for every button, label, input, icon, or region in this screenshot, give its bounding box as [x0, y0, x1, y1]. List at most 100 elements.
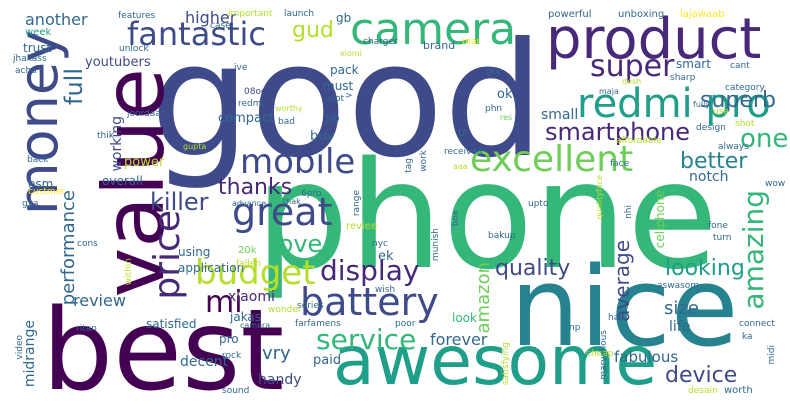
- word: powerful: [548, 9, 592, 20]
- word: osm: [28, 177, 54, 191]
- word: super: [590, 49, 675, 84]
- word: charger: [363, 37, 398, 47]
- word: unlock: [119, 44, 149, 54]
- word: poor: [395, 319, 416, 329]
- word: bad: [278, 117, 295, 127]
- word: range: [352, 190, 362, 217]
- word: 08oct: [244, 87, 270, 97]
- word: sound: [222, 386, 250, 396]
- word: ka: [742, 332, 753, 342]
- word: affordable: [616, 136, 662, 146]
- word: fabulous: [614, 348, 679, 366]
- word: 20k: [238, 245, 257, 256]
- word: mi: [205, 285, 243, 320]
- word: compact: [218, 111, 275, 126]
- word: must: [323, 79, 354, 93]
- word: rock: [222, 351, 242, 361]
- word: camera: [240, 321, 271, 330]
- word: love: [272, 230, 323, 258]
- word: battery: [300, 280, 439, 324]
- word: worthy: [275, 104, 303, 113]
- word: np: [569, 323, 581, 333]
- word: xiomi: [340, 49, 362, 58]
- word: size: [664, 298, 699, 319]
- word: munish: [431, 228, 441, 262]
- word: buy: [310, 129, 335, 144]
- word: quality: [495, 256, 571, 281]
- word: alot: [327, 94, 345, 104]
- word: thak: [283, 197, 301, 206]
- word: design: [696, 123, 726, 133]
- word: farfamens: [295, 319, 341, 329]
- word: review: [73, 291, 126, 310]
- word: camera: [350, 4, 517, 55]
- word: look: [452, 311, 477, 325]
- word: fully: [693, 100, 711, 109]
- word: phn: [485, 104, 503, 114]
- word: face: [610, 159, 630, 169]
- word: excellent: [470, 139, 634, 180]
- word: acha: [15, 66, 37, 76]
- word: thanks: [218, 175, 293, 200]
- word: looking: [665, 256, 745, 281]
- word: video: [15, 335, 25, 360]
- word: pro: [219, 332, 239, 346]
- word: performance: [58, 190, 79, 306]
- word: jakas: [230, 310, 262, 324]
- word: ritan: [76, 324, 97, 334]
- word: working: [109, 116, 125, 172]
- word: ok: [497, 87, 513, 102]
- word: use: [713, 107, 729, 117]
- word: gya: [22, 199, 39, 209]
- word: trust: [23, 41, 52, 55]
- word: important: [228, 9, 273, 19]
- word: full: [60, 68, 88, 105]
- word: youtubers: [85, 55, 151, 70]
- word: advance: [232, 199, 267, 208]
- word: aswasom: [657, 281, 700, 291]
- word: service: [316, 323, 417, 356]
- word: thik: [97, 131, 114, 141]
- word: ek: [378, 249, 394, 264]
- word: killer: [150, 188, 209, 216]
- word: box: [451, 210, 461, 227]
- word: redmi: [238, 99, 265, 109]
- word: series: [297, 301, 324, 311]
- word: fallen: [236, 259, 261, 269]
- word: budget: [195, 253, 316, 293]
- word: great: [232, 190, 333, 234]
- word: category: [725, 83, 765, 93]
- word: notch: [689, 169, 729, 185]
- word: jhakass: [13, 54, 47, 64]
- word: nice: [510, 243, 739, 371]
- word: redmi pro: [577, 81, 771, 127]
- word: brand: [423, 39, 456, 52]
- word: within: [124, 258, 134, 286]
- word: xiaomi: [228, 289, 275, 305]
- word: application: [178, 261, 245, 275]
- word: back: [27, 155, 49, 165]
- word: satisfying: [501, 342, 511, 386]
- word: good: [150, 9, 544, 193]
- word: gupta: [183, 142, 207, 151]
- word: week: [25, 27, 52, 38]
- word: u: [458, 125, 466, 139]
- word: lajawaab: [680, 9, 725, 20]
- word: device: [665, 363, 738, 388]
- word: res: [500, 113, 513, 122]
- word: another: [25, 10, 88, 29]
- word: phone: [255, 130, 719, 302]
- word: satisfied: [146, 317, 197, 331]
- word: always: [718, 142, 749, 152]
- word: handy: [258, 372, 302, 388]
- word: bakup: [488, 231, 516, 241]
- word: smartphone: [545, 118, 690, 146]
- word: gb: [336, 11, 352, 25]
- word: features: [118, 11, 156, 21]
- word: higher: [185, 8, 237, 27]
- word: cons: [77, 239, 98, 249]
- word: best: [42, 286, 285, 405]
- word: cellphone: [653, 190, 667, 249]
- word: awesome: [333, 322, 658, 401]
